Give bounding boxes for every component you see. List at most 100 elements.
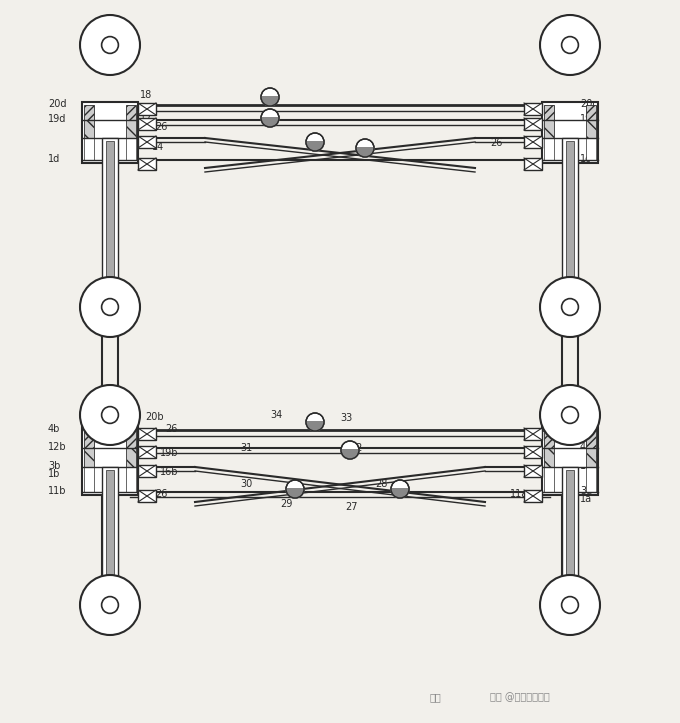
Bar bbox=[542, 427, 598, 495]
Bar bbox=[586, 430, 596, 448]
Bar bbox=[554, 448, 586, 467]
Text: 13: 13 bbox=[144, 160, 156, 170]
Bar bbox=[126, 430, 136, 448]
Bar bbox=[562, 138, 578, 285]
Bar bbox=[138, 428, 156, 440]
Bar bbox=[586, 138, 596, 160]
Text: 20b: 20b bbox=[145, 412, 164, 422]
Text: 20d: 20d bbox=[48, 99, 67, 109]
Circle shape bbox=[101, 596, 118, 613]
Text: 15a: 15a bbox=[580, 602, 598, 612]
Bar bbox=[84, 138, 94, 160]
Bar bbox=[126, 105, 136, 120]
Bar bbox=[586, 105, 596, 120]
Polygon shape bbox=[356, 148, 374, 157]
Text: 11a: 11a bbox=[510, 489, 528, 499]
Circle shape bbox=[306, 133, 324, 151]
Text: 34: 34 bbox=[270, 410, 282, 420]
Polygon shape bbox=[306, 422, 324, 431]
Text: 30: 30 bbox=[240, 479, 252, 489]
Text: 28: 28 bbox=[375, 479, 388, 489]
Bar bbox=[544, 120, 554, 138]
Text: 18: 18 bbox=[140, 90, 152, 100]
Circle shape bbox=[562, 406, 579, 424]
Text: 12a: 12a bbox=[580, 449, 598, 459]
Text: 26: 26 bbox=[155, 489, 167, 499]
Bar bbox=[544, 430, 554, 448]
Circle shape bbox=[356, 139, 374, 157]
Bar bbox=[106, 141, 114, 288]
Text: 26: 26 bbox=[165, 424, 177, 434]
Circle shape bbox=[80, 385, 140, 445]
Bar bbox=[562, 467, 578, 600]
Circle shape bbox=[80, 15, 140, 75]
Bar bbox=[138, 103, 156, 115]
Text: 1c: 1c bbox=[580, 154, 592, 164]
Bar bbox=[84, 120, 94, 138]
Bar bbox=[84, 430, 94, 448]
Bar bbox=[84, 448, 94, 467]
Text: 11b: 11b bbox=[48, 486, 67, 496]
Text: 20a: 20a bbox=[580, 424, 598, 434]
Bar bbox=[524, 118, 542, 130]
Circle shape bbox=[562, 596, 579, 613]
Bar bbox=[524, 490, 542, 502]
Bar bbox=[82, 102, 138, 163]
Circle shape bbox=[391, 480, 409, 498]
Polygon shape bbox=[286, 489, 304, 498]
Text: 17: 17 bbox=[140, 114, 152, 124]
Circle shape bbox=[562, 299, 579, 315]
Bar bbox=[544, 105, 554, 120]
Circle shape bbox=[306, 413, 324, 431]
Bar bbox=[138, 490, 156, 502]
Text: 19a: 19a bbox=[580, 461, 598, 471]
Bar bbox=[544, 138, 554, 160]
Circle shape bbox=[261, 88, 279, 106]
Text: 26: 26 bbox=[540, 424, 552, 434]
Bar bbox=[138, 118, 156, 130]
Bar bbox=[138, 158, 156, 170]
Bar bbox=[84, 467, 94, 492]
Bar bbox=[524, 428, 542, 440]
Text: 33: 33 bbox=[340, 413, 352, 423]
Circle shape bbox=[101, 406, 118, 424]
Polygon shape bbox=[391, 489, 409, 498]
Circle shape bbox=[261, 109, 279, 127]
Text: 19c: 19c bbox=[580, 114, 598, 124]
Circle shape bbox=[562, 37, 579, 54]
Circle shape bbox=[286, 480, 304, 498]
Bar bbox=[566, 141, 574, 288]
Text: 头条 @救世圣母程心: 头条 @救世圣母程心 bbox=[490, 692, 549, 702]
Circle shape bbox=[80, 277, 140, 337]
Bar bbox=[524, 158, 542, 170]
Text: 26: 26 bbox=[155, 122, 167, 132]
Circle shape bbox=[341, 441, 359, 459]
Bar bbox=[544, 467, 554, 492]
Text: 16b: 16b bbox=[160, 467, 178, 477]
Bar bbox=[524, 446, 542, 458]
Text: 3a: 3a bbox=[580, 486, 592, 496]
Circle shape bbox=[540, 575, 600, 635]
Bar bbox=[102, 467, 118, 600]
Bar bbox=[566, 470, 574, 603]
Polygon shape bbox=[306, 142, 324, 151]
Circle shape bbox=[101, 299, 118, 315]
Bar bbox=[138, 465, 156, 477]
Polygon shape bbox=[261, 118, 279, 127]
Text: 4b: 4b bbox=[48, 424, 61, 434]
Circle shape bbox=[540, 277, 600, 337]
Bar bbox=[586, 120, 596, 138]
Text: 31: 31 bbox=[240, 443, 252, 453]
Circle shape bbox=[101, 37, 118, 54]
Polygon shape bbox=[341, 450, 359, 459]
Bar bbox=[138, 446, 156, 458]
Bar bbox=[82, 427, 138, 495]
Text: 12b: 12b bbox=[48, 442, 67, 452]
Bar bbox=[126, 120, 136, 138]
Bar bbox=[94, 120, 126, 138]
Text: 19b: 19b bbox=[160, 448, 178, 458]
Text: 32: 32 bbox=[350, 443, 362, 453]
Text: 27: 27 bbox=[345, 502, 358, 512]
Bar bbox=[586, 448, 596, 467]
Bar bbox=[126, 448, 136, 467]
